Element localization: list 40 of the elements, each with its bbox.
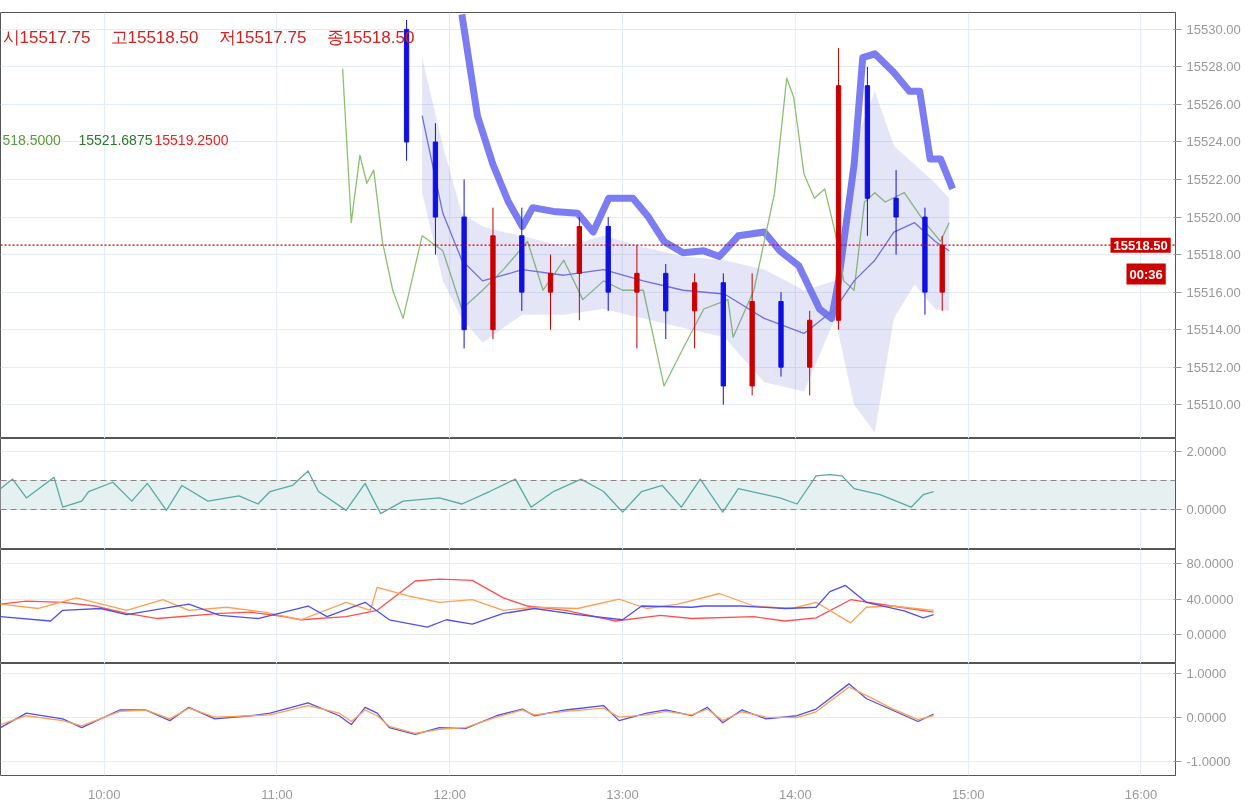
y-tick-label: 2.0000 xyxy=(1186,444,1227,460)
y-tick-label: 15520.00 xyxy=(1186,209,1241,225)
x-tick-label: 11:00 xyxy=(261,786,293,802)
line-series xyxy=(0,470,935,515)
annotation: 15519.2500 xyxy=(154,131,229,148)
y-tick-label: 15526.00 xyxy=(1186,96,1241,112)
y-tick-label: 15530.00 xyxy=(1186,21,1241,37)
line-series xyxy=(0,578,935,622)
annotation: 00:36 xyxy=(1129,266,1163,282)
y-tick-label: 0.0000 xyxy=(1186,710,1227,726)
y-tick-label: 15512.00 xyxy=(1186,359,1241,375)
y-tick-label: 15518.00 xyxy=(1186,247,1241,263)
annotation: 고15518.50 xyxy=(110,27,199,47)
y-tick-label: 15516.00 xyxy=(1186,284,1241,300)
candlestick xyxy=(893,169,899,256)
y-tick-label: 15528.00 xyxy=(1186,59,1241,75)
candlestick xyxy=(547,254,554,331)
x-tick-label: 12:00 xyxy=(433,786,467,802)
y-tick-label: 15510.00 xyxy=(1186,397,1241,413)
x-tick-label: 10:00 xyxy=(87,786,121,802)
line-series xyxy=(421,115,950,335)
y-tick-label: 0.0000 xyxy=(1186,626,1227,642)
x-tick-label: 15:00 xyxy=(951,786,985,802)
y-tick-label: 15524.00 xyxy=(1186,134,1241,150)
y-tick-label: 15514.00 xyxy=(1186,322,1241,338)
y-tick-label: 40.0000 xyxy=(1186,591,1234,607)
annotation: 저15517.75 xyxy=(218,27,307,47)
annotation: 15521.6875 xyxy=(78,131,153,148)
x-tick-label: 13:00 xyxy=(606,786,639,802)
line-series xyxy=(341,68,950,387)
annotation: 518.5000 xyxy=(2,131,62,148)
annotation: 시15517.75 xyxy=(2,27,91,47)
ref-line-label: 15518.50 xyxy=(1113,237,1168,253)
y-tick-label: 15522.00 xyxy=(1186,172,1241,188)
y-tick-label: 1.0000 xyxy=(1186,665,1227,681)
y-tick-label: -1.0000 xyxy=(1186,754,1231,770)
y-tick-label: 80.0000 xyxy=(1186,556,1234,572)
x-tick-label: 16:00 xyxy=(1124,786,1158,802)
x-tick-label: 14:00 xyxy=(779,786,812,802)
y-tick-label: 0.0000 xyxy=(1186,502,1227,518)
